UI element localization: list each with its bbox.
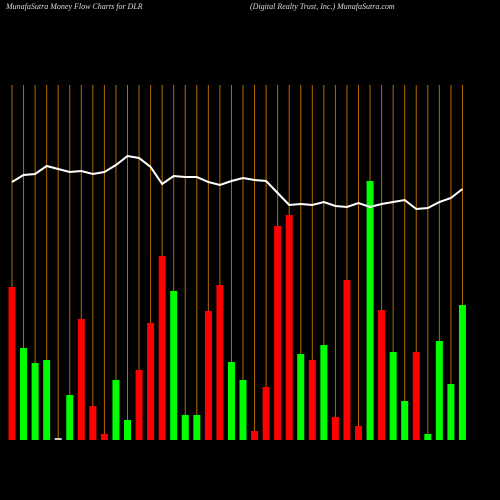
bar (424, 434, 432, 440)
bar (366, 181, 374, 440)
bar (401, 401, 409, 440)
bar (100, 434, 108, 440)
chart-subtitle: (Digital Realty Trust, Inc.) MunafaSutra… (250, 2, 395, 11)
bar (378, 310, 386, 440)
bar (355, 426, 362, 440)
bar (193, 415, 201, 440)
bar (147, 323, 155, 440)
money-flow-line (11, 154, 464, 211)
bar (43, 360, 51, 440)
bar (227, 362, 235, 440)
bar (331, 417, 339, 440)
bar (204, 311, 212, 440)
bar (170, 291, 178, 440)
bar (262, 387, 270, 440)
bar (285, 215, 293, 440)
bar (181, 415, 189, 440)
bar (8, 287, 16, 440)
bar (54, 438, 62, 440)
bar (31, 363, 39, 440)
bar (89, 406, 97, 440)
bar (308, 360, 316, 440)
bar (447, 384, 455, 440)
bar (124, 420, 131, 440)
bar (66, 395, 74, 440)
bar (251, 431, 259, 440)
bar (20, 348, 28, 440)
bar (435, 341, 443, 440)
bar (112, 380, 120, 440)
bar (458, 305, 466, 440)
bar (158, 256, 166, 440)
bar (216, 285, 224, 440)
bar (343, 280, 351, 440)
bar (412, 352, 420, 440)
bar (297, 354, 305, 440)
bar (239, 380, 247, 440)
bar (77, 319, 85, 440)
bar (274, 226, 282, 440)
bar (320, 345, 328, 440)
chart-title: MunafaSutra Money Flow Charts for DLR (5, 2, 143, 11)
bar (135, 370, 143, 440)
bar (389, 352, 397, 440)
